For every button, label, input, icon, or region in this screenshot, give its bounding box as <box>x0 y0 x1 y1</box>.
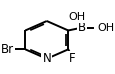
Text: F: F <box>68 52 75 65</box>
Text: B: B <box>77 21 85 34</box>
Text: N: N <box>42 52 51 65</box>
Text: OH: OH <box>68 12 85 22</box>
Text: Br: Br <box>1 43 14 56</box>
Text: OH: OH <box>97 23 114 33</box>
